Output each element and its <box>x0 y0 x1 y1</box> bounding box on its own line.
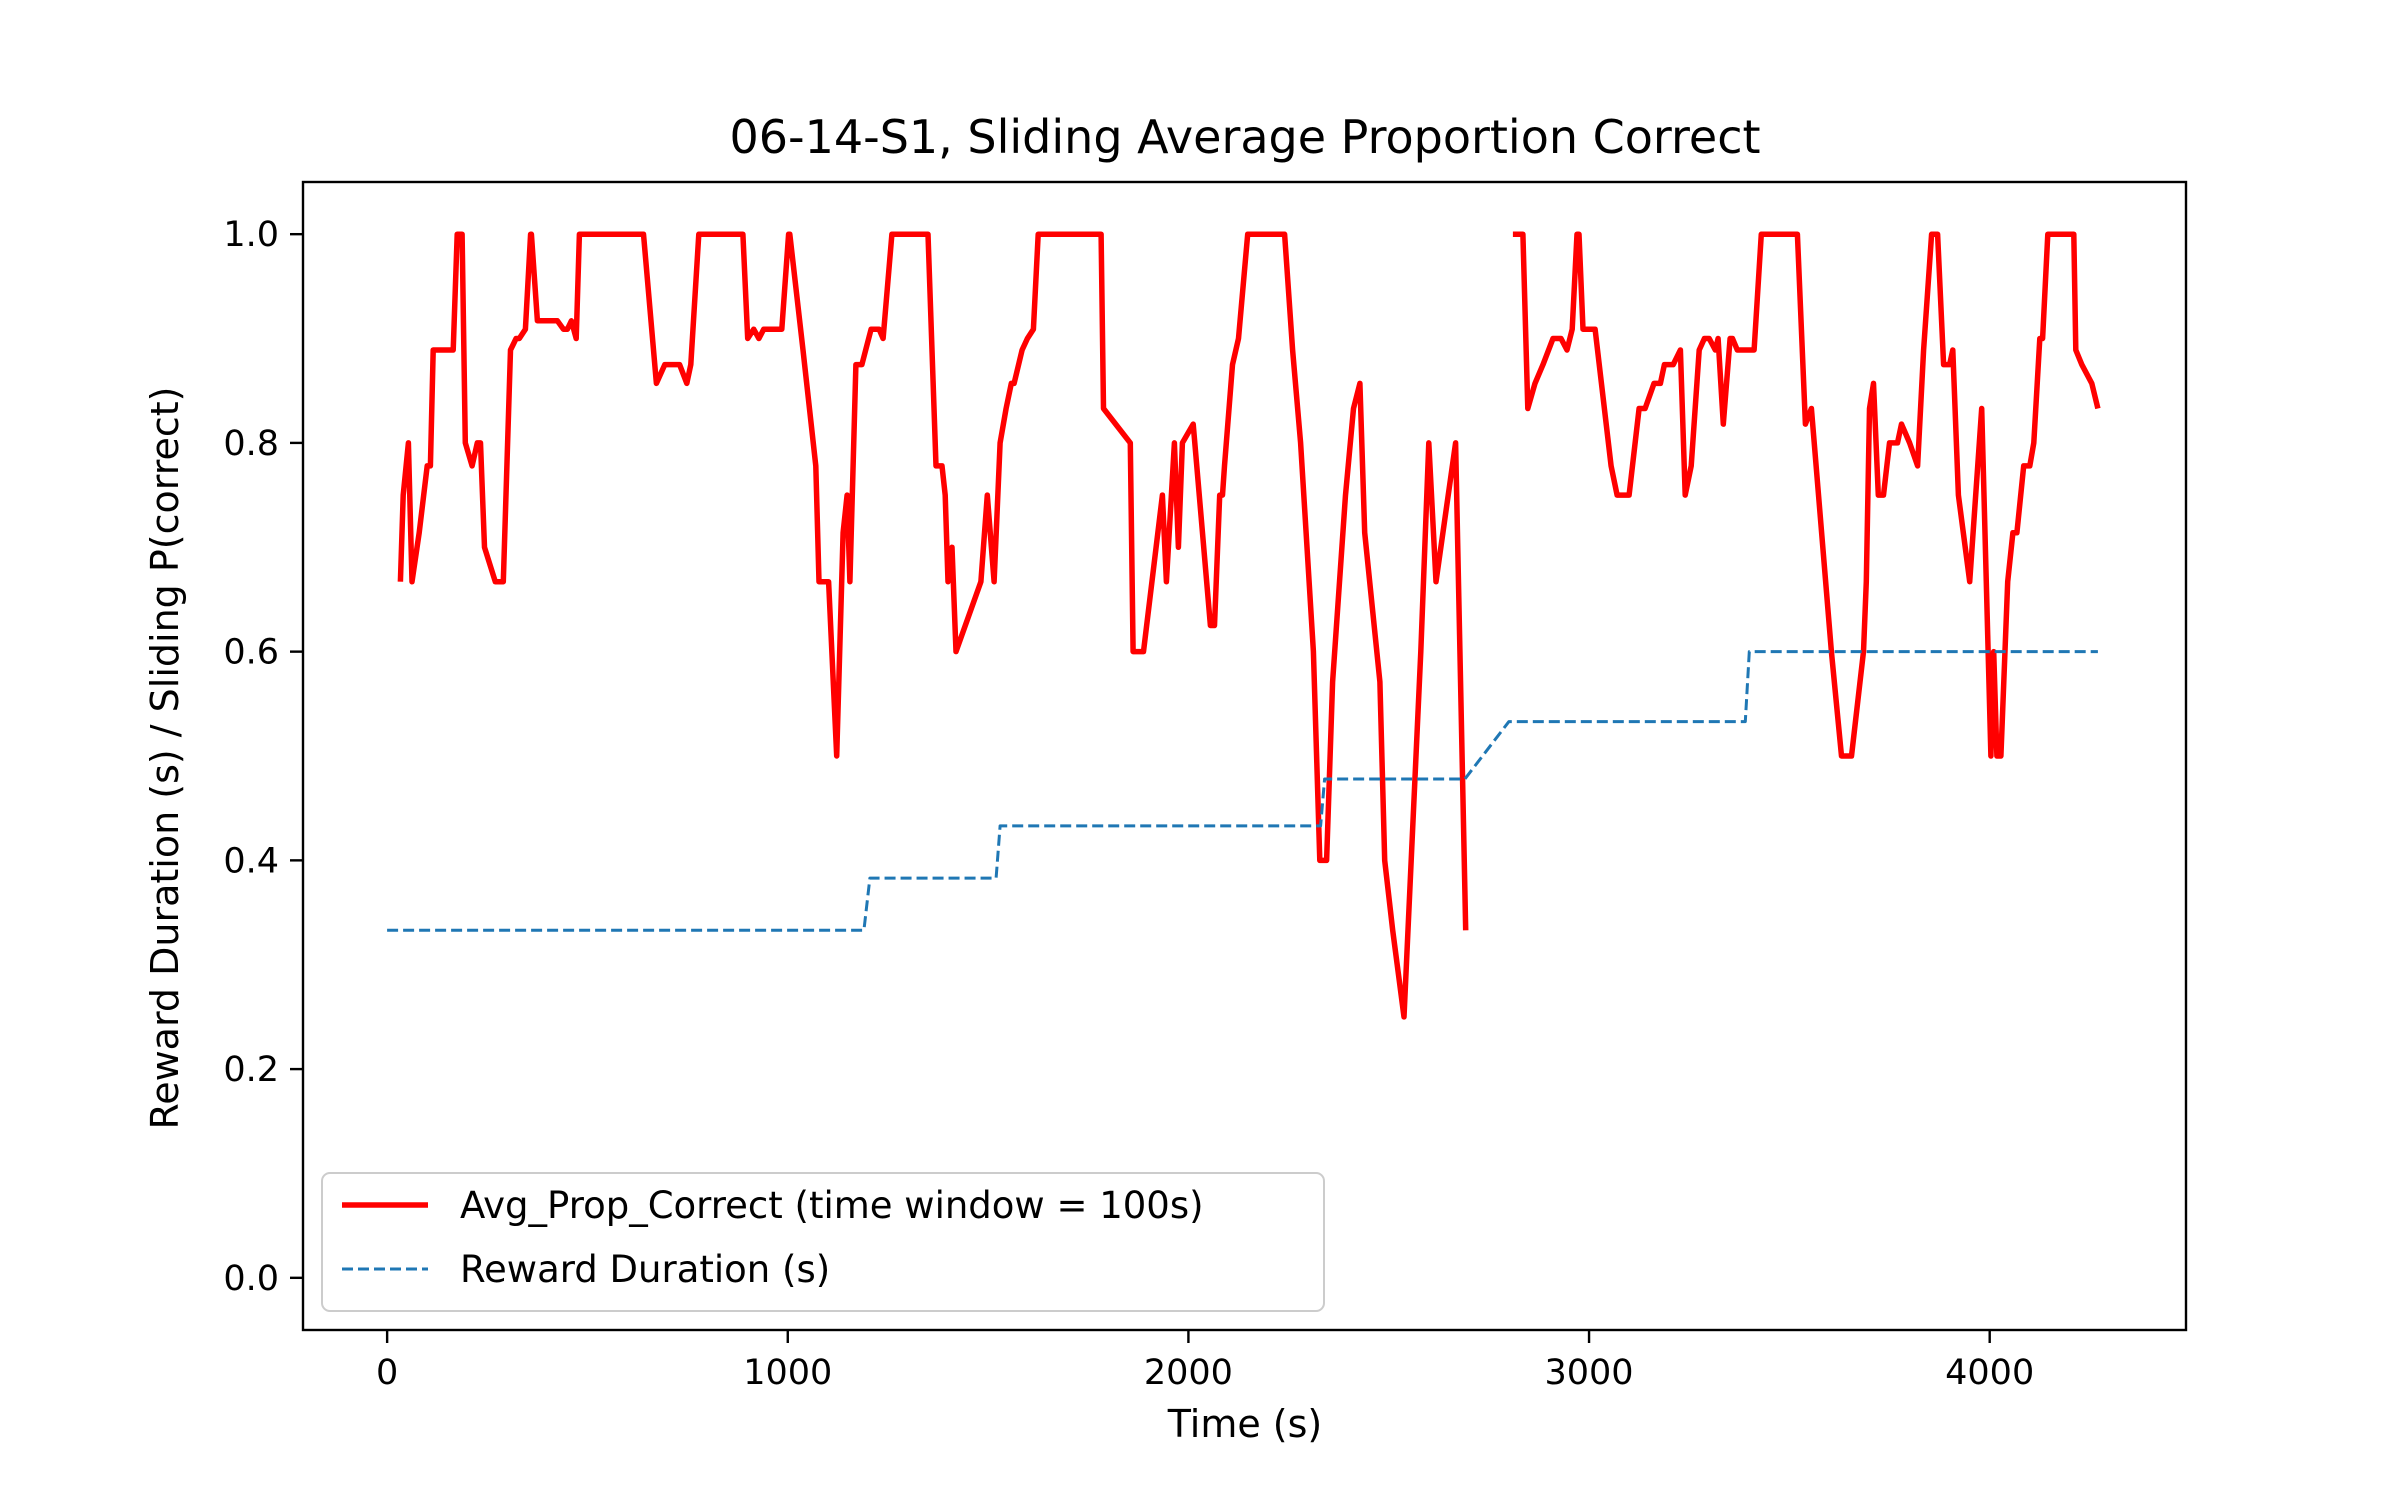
y-tick-label: 0.8 <box>223 424 279 464</box>
avg-prop-correct-line-segment-0 <box>397 231 1469 1020</box>
series-group <box>387 231 2101 1020</box>
y-tick-label: 0.4 <box>223 841 279 881</box>
legend-label: Avg_Prop_Correct (time window = 100s) <box>460 1184 1204 1227</box>
y-axis-label: Reward Duration (s) / Sliding P(correct) <box>143 387 187 1130</box>
legend-label: Reward Duration (s) <box>460 1248 830 1291</box>
x-axis: 0 1000 2000 3000 4000 <box>376 1330 2034 1393</box>
x-tick-label: 1000 <box>743 1353 832 1393</box>
axes-frame <box>301 180 2188 1332</box>
y-tick-label: 0.6 <box>223 633 279 673</box>
avg-prop-correct-line-segment-1 <box>1512 231 2101 759</box>
legend-box <box>321 1172 1325 1312</box>
x-tick-label: 2000 <box>1144 1353 1233 1393</box>
chart-title: 06-14-S1, Sliding Average Proportion Cor… <box>729 110 1760 164</box>
y-tick-label: 0.0 <box>223 1259 279 1299</box>
plot-area <box>301 180 2188 1332</box>
x-tick-label: 4000 <box>1945 1353 2034 1393</box>
y-tick-label: 1.0 <box>223 215 279 255</box>
x-tick-label: 0 <box>376 1353 398 1393</box>
x-tick-label: 3000 <box>1545 1353 1634 1393</box>
reward-duration-line-segment-0 <box>387 650 2098 932</box>
y-tick-label: 0.2 <box>223 1050 279 1090</box>
y-axis: 0.0 0.2 0.4 0.6 0.8 1.0 <box>223 215 303 1299</box>
x-axis-label: Time (s) <box>1167 1402 1323 1446</box>
legend: Avg_Prop_Correct (time window = 100s) Rew… <box>321 1172 1325 1312</box>
